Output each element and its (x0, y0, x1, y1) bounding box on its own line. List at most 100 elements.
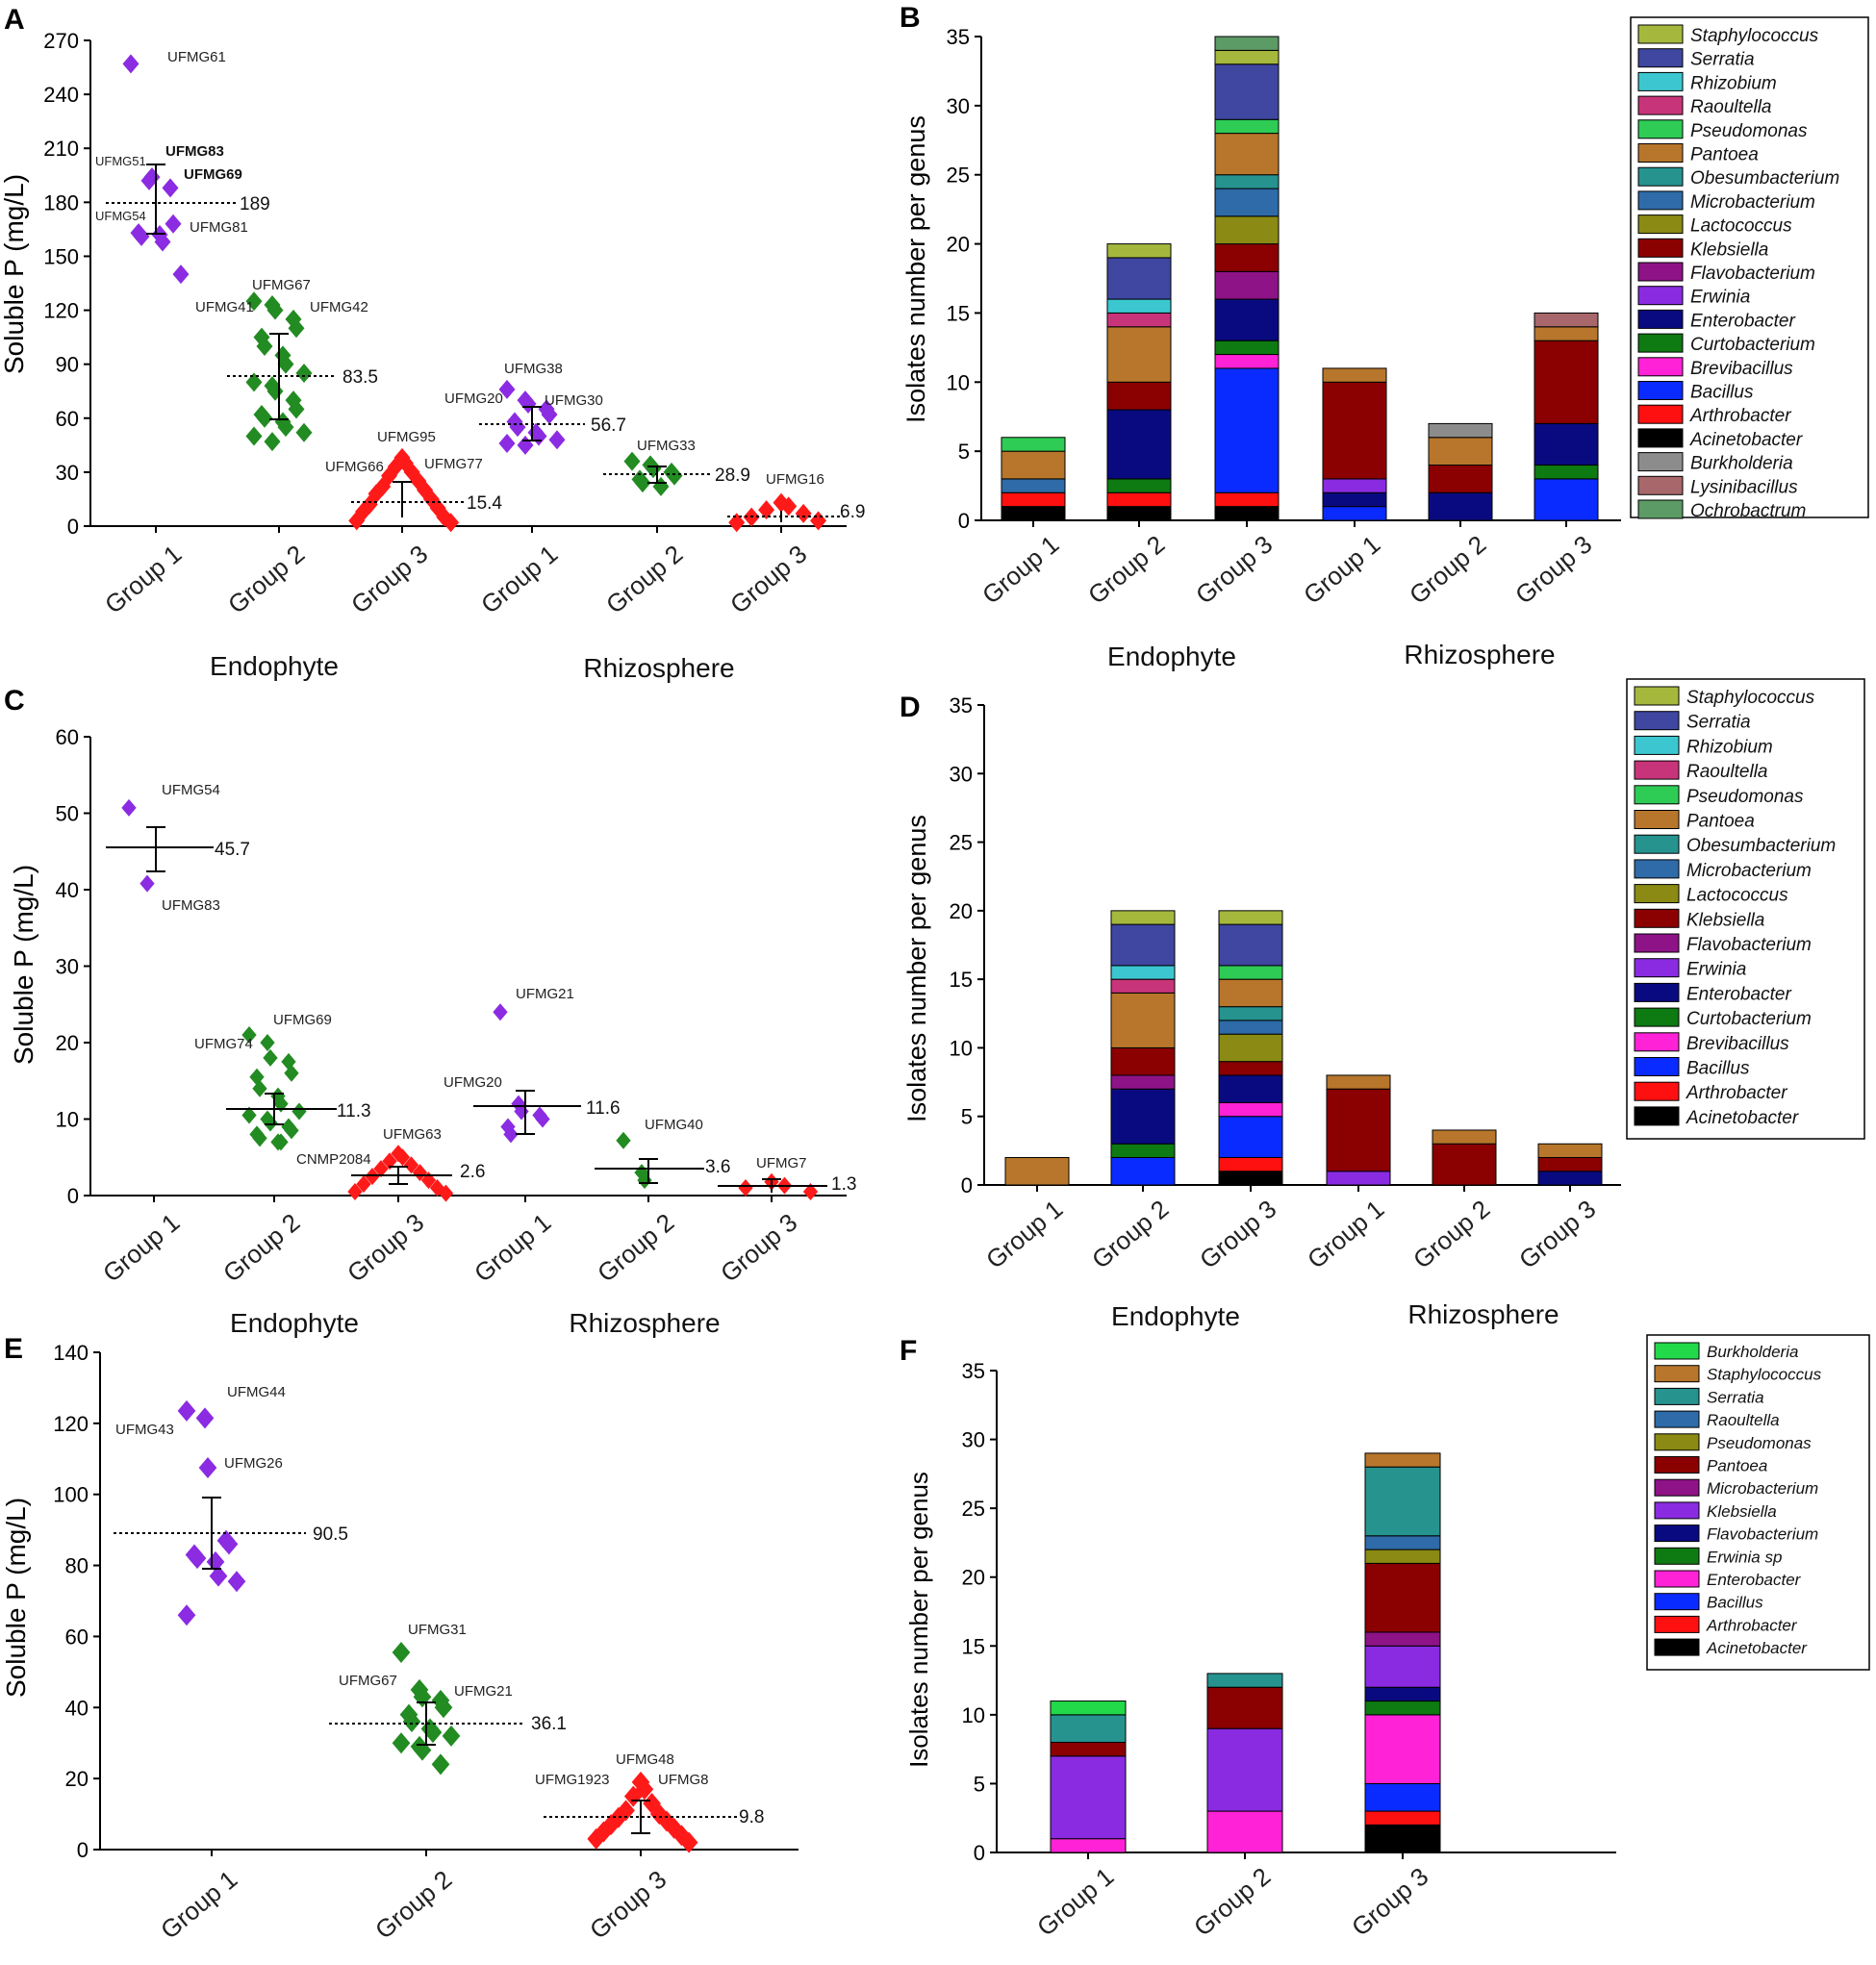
data-point (177, 1604, 196, 1626)
mean-label: 83.5 (342, 367, 378, 388)
bar-segment (1364, 1645, 1441, 1688)
legend-swatch (1634, 933, 1680, 953)
legend-label: Lactococcus (1690, 216, 1792, 237)
mean-label: 9.8 (739, 1807, 764, 1827)
isolate-label: UFMG21 (454, 1683, 513, 1700)
x-tick-label: Group 2 (1082, 530, 1170, 610)
legend-swatch (1654, 1342, 1700, 1360)
bar-segment (1326, 1171, 1391, 1186)
data-point (373, 1160, 389, 1178)
data-point (356, 1175, 371, 1194)
data-point (195, 1407, 215, 1429)
legend-label: Lactococcus (1686, 886, 1788, 906)
y-tick-label: 25 (950, 831, 973, 855)
x-tick-label: Group 3 (1346, 1862, 1433, 1942)
y-tick-label: 270 (43, 29, 79, 53)
data-point (281, 1052, 296, 1071)
data-point (728, 513, 746, 533)
data-point (249, 1068, 265, 1086)
legend-swatch (1654, 1524, 1700, 1543)
legend-swatch (1634, 908, 1680, 928)
legend-label: Curtobacterium (1686, 1009, 1812, 1029)
legend-label: Microbacterium (1686, 861, 1812, 881)
bar-segment (1214, 36, 1280, 51)
x-group-rhizosphere: Rhizosphere (1404, 640, 1555, 669)
data-point (256, 408, 273, 428)
y-tick-label: 120 (53, 1412, 89, 1436)
bar-segment (1537, 1171, 1603, 1186)
isolate-label: UFMG54 (95, 209, 146, 223)
panel-c: C Soluble P (mg/L) 0 10 20 30 40 50 60 Group 1… (4, 685, 856, 1338)
x-group-rhizosphere: Rhizosphere (1407, 1299, 1559, 1329)
legend-swatch (1654, 1638, 1700, 1656)
isolate-label: UFMG26 (224, 1455, 283, 1472)
bar-segment (1364, 1700, 1441, 1716)
bar-segment (1364, 1782, 1441, 1812)
data-point (623, 1785, 643, 1807)
bar-segment (1322, 367, 1387, 383)
legend-label: Erwinia (1686, 960, 1746, 980)
legend-label: Pseudomonas (1707, 1434, 1812, 1452)
legend-swatch (1634, 1081, 1680, 1101)
bar-segment (1326, 1074, 1391, 1090)
data-point (391, 1145, 406, 1163)
data-point (643, 1792, 661, 1814)
bar-segment (1214, 118, 1280, 135)
mean-label: 45.7 (215, 840, 250, 860)
y-tick-label: 30 (947, 94, 970, 118)
y-tick-label: 20 (947, 233, 970, 257)
mean-label: 36.1 (531, 1714, 567, 1734)
y-tick-label: 40 (56, 878, 79, 902)
data-point (601, 1814, 621, 1836)
data-point (802, 1183, 819, 1201)
legend-label: Staphylococcus (1686, 688, 1815, 708)
isolate-label: UFMG20 (444, 390, 503, 407)
legend-label: Burkholderia (1690, 454, 1793, 474)
bar-segment (1106, 491, 1172, 508)
data-point (394, 1148, 411, 1167)
y-tick-label: 30 (950, 762, 973, 786)
x-tick-label: Group 2 (592, 1208, 679, 1288)
bar-segment (1106, 257, 1172, 300)
y-tick-label: 25 (947, 164, 970, 188)
data-point (209, 1565, 228, 1587)
bar-segment (1050, 1714, 1127, 1743)
legend-swatch (1637, 238, 1684, 258)
bar-segment (1364, 1466, 1441, 1537)
data-point (172, 265, 190, 285)
data-point (245, 426, 263, 446)
data-point (509, 417, 526, 438)
legend-swatch (1654, 1456, 1700, 1474)
legend-label: Rhizobium (1686, 737, 1773, 757)
x-tick-label: Group 2 (1086, 1195, 1174, 1274)
mean-label: 15.4 (467, 493, 502, 514)
data-point (295, 422, 313, 442)
legend-swatch (1637, 499, 1684, 519)
legend-label: Flavobacterium (1690, 264, 1815, 284)
bar-segment (1364, 1631, 1441, 1647)
data-point (270, 1087, 286, 1105)
bar-segment (1534, 312, 1599, 328)
data-point (595, 1821, 613, 1843)
data-point (245, 291, 263, 312)
bar-segment (1326, 1088, 1391, 1172)
bar-segment (1110, 910, 1176, 925)
bar-segment (1218, 910, 1283, 925)
data-point (165, 214, 182, 234)
legend-label: Burkholderia (1707, 1343, 1798, 1361)
legend-label: Acinetobacter (1686, 1108, 1799, 1128)
mean-label: 90.5 (313, 1524, 348, 1545)
legend-label: Klebsiella (1686, 910, 1764, 930)
isolate-label: UFMG77 (424, 456, 483, 472)
bar-segment (1106, 312, 1172, 328)
bar-segment (1110, 1156, 1176, 1186)
data-point (442, 1725, 461, 1747)
x-tick-label: Group 3 (1190, 530, 1278, 610)
bar-segment (1218, 1101, 1283, 1118)
bar-segment (1218, 1116, 1283, 1158)
legend-label: Bacillus (1707, 1594, 1763, 1612)
legend-swatch (1634, 1057, 1680, 1076)
bar-segment (1001, 491, 1066, 508)
bar-segment (1534, 465, 1599, 480)
y-tick-label: 35 (947, 25, 970, 49)
